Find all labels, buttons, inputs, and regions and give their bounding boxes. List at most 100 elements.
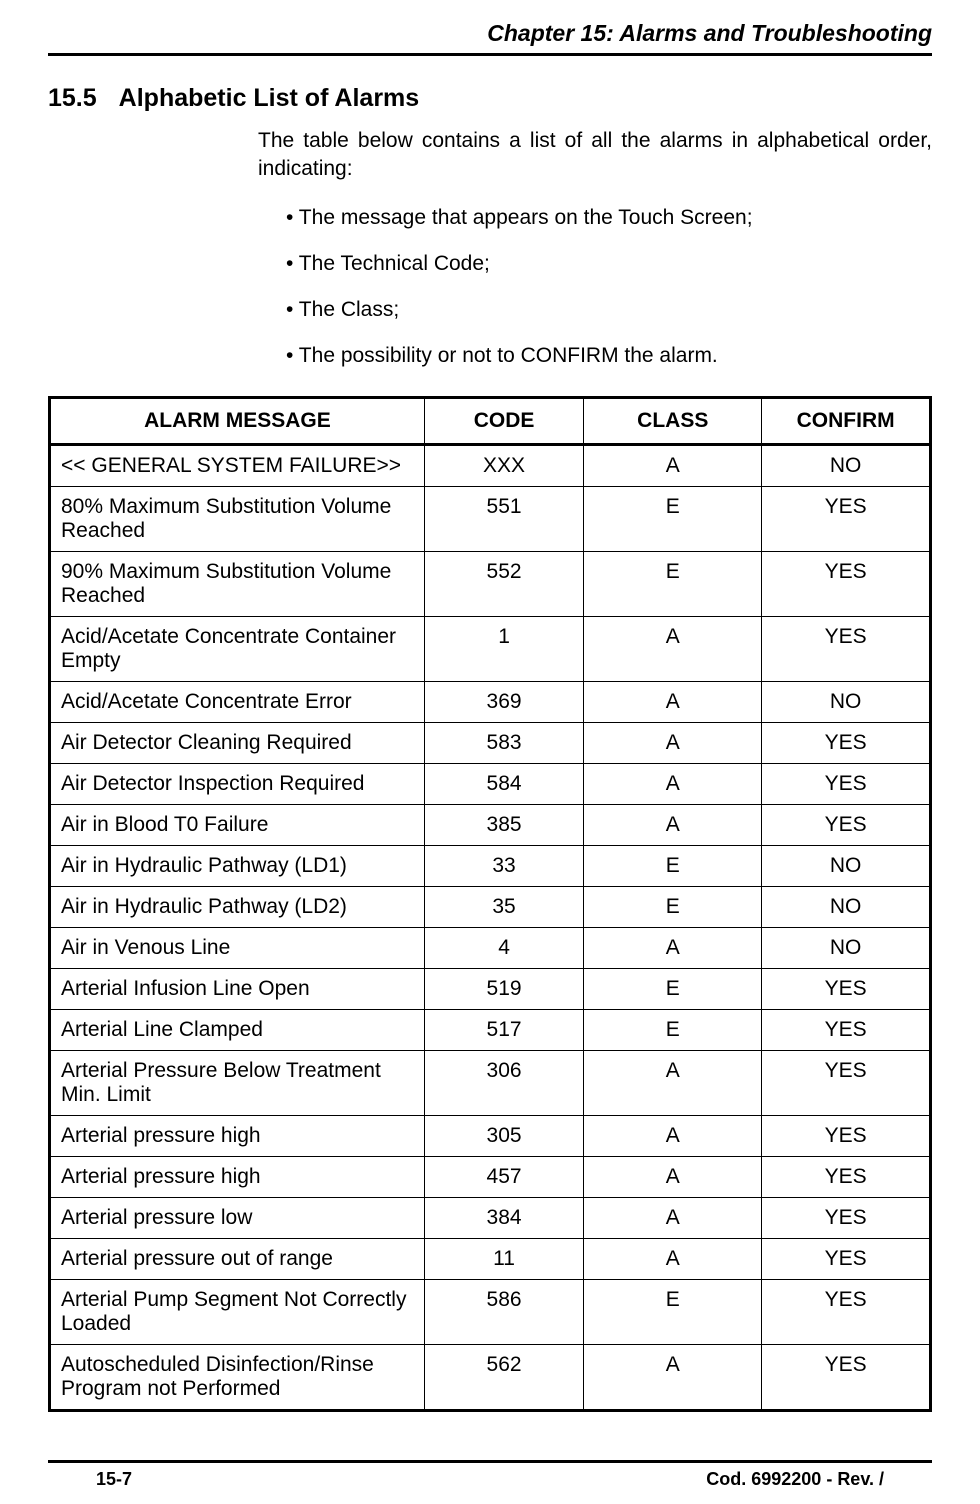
table-row: Arterial pressure high305AYES: [50, 1115, 931, 1156]
document-code: Cod. 6992200 - Rev. /: [706, 1469, 884, 1490]
cell-class: E: [584, 845, 762, 886]
cell-confirm: YES: [762, 1197, 931, 1238]
cell-class: A: [584, 1115, 762, 1156]
page-number: 15-7: [96, 1469, 132, 1490]
table-row: Air in Venous Line4ANO: [50, 927, 931, 968]
cell-code: 552: [424, 551, 583, 616]
cell-message: 90% Maximum Substitution Volume Reached: [50, 551, 425, 616]
cell-message: Acid/Acetate Concentrate Container Empty: [50, 616, 425, 681]
cell-confirm: YES: [762, 1156, 931, 1197]
cell-confirm: YES: [762, 1009, 931, 1050]
cell-code: 385: [424, 804, 583, 845]
table-row: 80% Maximum Substitution Volume Reached5…: [50, 486, 931, 551]
cell-message: 80% Maximum Substitution Volume Reached: [50, 486, 425, 551]
cell-code: 584: [424, 763, 583, 804]
bullet-list: • The message that appears on the Touch …: [286, 206, 932, 368]
table-row: Autoscheduled Disinfection/Rinse Program…: [50, 1344, 931, 1410]
cell-code: 33: [424, 845, 583, 886]
table-row: << GENERAL SYSTEM FAILURE>>XXXANO: [50, 444, 931, 486]
cell-message: Arterial Infusion Line Open: [50, 968, 425, 1009]
section-heading: Alphabetic List of Alarms: [119, 84, 420, 113]
alarms-table: ALARM MESSAGE CODE CLASS CONFIRM << GENE…: [48, 396, 932, 1412]
cell-message: Acid/Acetate Concentrate Error: [50, 681, 425, 722]
cell-class: E: [584, 968, 762, 1009]
col-header-class: CLASS: [584, 397, 762, 444]
cell-class: A: [584, 616, 762, 681]
col-header-code: CODE: [424, 397, 583, 444]
cell-confirm: YES: [762, 1344, 931, 1410]
cell-code: XXX: [424, 444, 583, 486]
table-row: Air in Hydraulic Pathway (LD2)35ENO: [50, 886, 931, 927]
table-row: Arterial pressure low384AYES: [50, 1197, 931, 1238]
cell-confirm: YES: [762, 804, 931, 845]
cell-class: A: [584, 1050, 762, 1115]
cell-code: 457: [424, 1156, 583, 1197]
cell-code: 306: [424, 1050, 583, 1115]
cell-message: Air in Blood T0 Failure: [50, 804, 425, 845]
cell-code: 305: [424, 1115, 583, 1156]
table-row: Air Detector Cleaning Required583AYES: [50, 722, 931, 763]
cell-class: A: [584, 722, 762, 763]
cell-message: Arterial pressure low: [50, 1197, 425, 1238]
section-number: 15.5: [48, 84, 97, 113]
cell-confirm: NO: [762, 927, 931, 968]
cell-code: 586: [424, 1279, 583, 1344]
cell-confirm: NO: [762, 886, 931, 927]
table-header-row: ALARM MESSAGE CODE CLASS CONFIRM: [50, 397, 931, 444]
cell-code: 551: [424, 486, 583, 551]
cell-class: E: [584, 551, 762, 616]
cell-message: Air Detector Cleaning Required: [50, 722, 425, 763]
table-row: Acid/Acetate Concentrate Container Empty…: [50, 616, 931, 681]
cell-confirm: NO: [762, 681, 931, 722]
col-header-confirm: CONFIRM: [762, 397, 931, 444]
bullet-item: • The possibility or not to CONFIRM the …: [286, 344, 932, 368]
table-row: Arterial pressure high457AYES: [50, 1156, 931, 1197]
cell-class: E: [584, 886, 762, 927]
cell-class: E: [584, 486, 762, 551]
cell-class: A: [584, 444, 762, 486]
table-row: Arterial pressure out of range11AYES: [50, 1238, 931, 1279]
cell-class: E: [584, 1009, 762, 1050]
col-header-message: ALARM MESSAGE: [50, 397, 425, 444]
cell-code: 519: [424, 968, 583, 1009]
cell-confirm: YES: [762, 1115, 931, 1156]
cell-confirm: YES: [762, 616, 931, 681]
cell-message: Air in Venous Line: [50, 927, 425, 968]
cell-message: Air in Hydraulic Pathway (LD2): [50, 886, 425, 927]
bullet-item: • The message that appears on the Touch …: [286, 206, 932, 230]
cell-class: A: [584, 1197, 762, 1238]
table-row: Arterial Line Clamped517EYES: [50, 1009, 931, 1050]
cell-class: A: [584, 1238, 762, 1279]
cell-code: 1: [424, 616, 583, 681]
cell-code: 384: [424, 1197, 583, 1238]
cell-confirm: YES: [762, 486, 931, 551]
cell-confirm: YES: [762, 1050, 931, 1115]
intro-paragraph: The table below contains a list of all t…: [258, 127, 932, 184]
cell-message: Arterial Pump Segment Not Correctly Load…: [50, 1279, 425, 1344]
cell-confirm: YES: [762, 722, 931, 763]
cell-code: 583: [424, 722, 583, 763]
cell-class: E: [584, 1279, 762, 1344]
cell-code: 517: [424, 1009, 583, 1050]
table-row: Acid/Acetate Concentrate Error369ANO: [50, 681, 931, 722]
alarms-tbody: << GENERAL SYSTEM FAILURE>>XXXANO80% Max…: [50, 444, 931, 1410]
cell-message: Arterial pressure high: [50, 1156, 425, 1197]
cell-confirm: YES: [762, 1279, 931, 1344]
table-row: Arterial Infusion Line Open519EYES: [50, 968, 931, 1009]
cell-class: A: [584, 681, 762, 722]
section-title: 15.5 Alphabetic List of Alarms: [48, 84, 932, 113]
chapter-header: Chapter 15: Alarms and Troubleshooting: [48, 20, 932, 56]
table-row: Air Detector Inspection Required584AYES: [50, 763, 931, 804]
cell-code: 369: [424, 681, 583, 722]
cell-class: A: [584, 804, 762, 845]
cell-message: Arterial Line Clamped: [50, 1009, 425, 1050]
cell-class: A: [584, 1156, 762, 1197]
cell-code: 35: [424, 886, 583, 927]
cell-message: << GENERAL SYSTEM FAILURE>>: [50, 444, 425, 486]
bullet-item: • The Technical Code;: [286, 252, 932, 276]
cell-confirm: YES: [762, 763, 931, 804]
bullet-item: • The Class;: [286, 298, 932, 322]
cell-message: Air in Hydraulic Pathway (LD1): [50, 845, 425, 886]
page-footer: 15-7 Cod. 6992200 - Rev. /: [48, 1460, 932, 1490]
cell-confirm: NO: [762, 845, 931, 886]
